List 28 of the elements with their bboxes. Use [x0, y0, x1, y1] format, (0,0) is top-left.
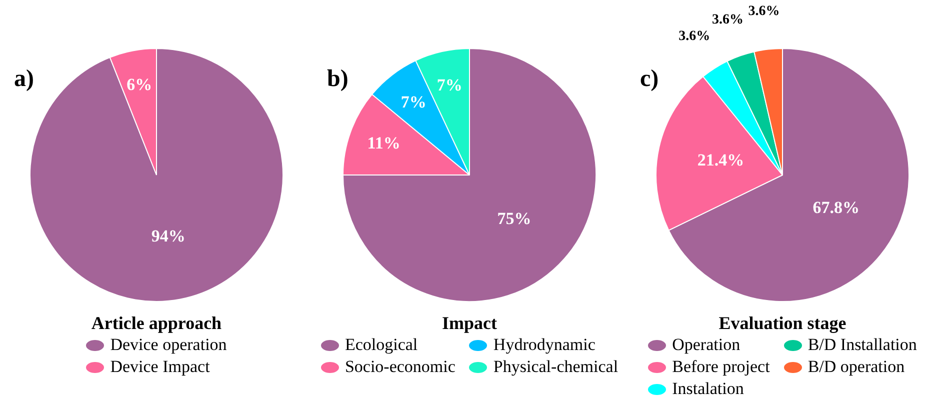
text: Article approach [90, 313, 223, 334]
data-label: 11% [367, 134, 400, 153]
legend-label: Physical-chemical [493, 356, 618, 378]
text: Impact [441, 313, 498, 334]
data-label: 7% [436, 76, 462, 95]
legend-label: B/D Installation [808, 334, 917, 356]
data-label: 6% [126, 74, 152, 94]
data-label: 94% [151, 226, 186, 246]
legend-label: Operation [672, 334, 740, 356]
data-label: 3.6% [678, 28, 710, 44]
data-label: 75% [497, 209, 532, 228]
data-label: 3.6% [712, 12, 744, 28]
text: Evaluation stage [718, 313, 848, 334]
legend-label: Before project [672, 356, 770, 378]
legend-label: Device Impact [110, 356, 210, 378]
legend-label: Device operation [110, 334, 227, 356]
text: b) [327, 66, 348, 93]
data-label: 21.4% [697, 150, 744, 170]
legend-label: Hydrodynamic [493, 334, 596, 356]
text: a) [14, 66, 34, 93]
data-label: 3.6% [748, 4, 780, 20]
data-label: 7% [400, 92, 426, 112]
legend-label: Ecological [344, 334, 418, 356]
text: c) [640, 66, 659, 93]
legend-label: Instalation [672, 378, 744, 400]
legend-label: Socio-economic [344, 356, 456, 378]
legend-label: B/D operation [808, 356, 905, 378]
data-label: 67.8% [812, 198, 860, 217]
